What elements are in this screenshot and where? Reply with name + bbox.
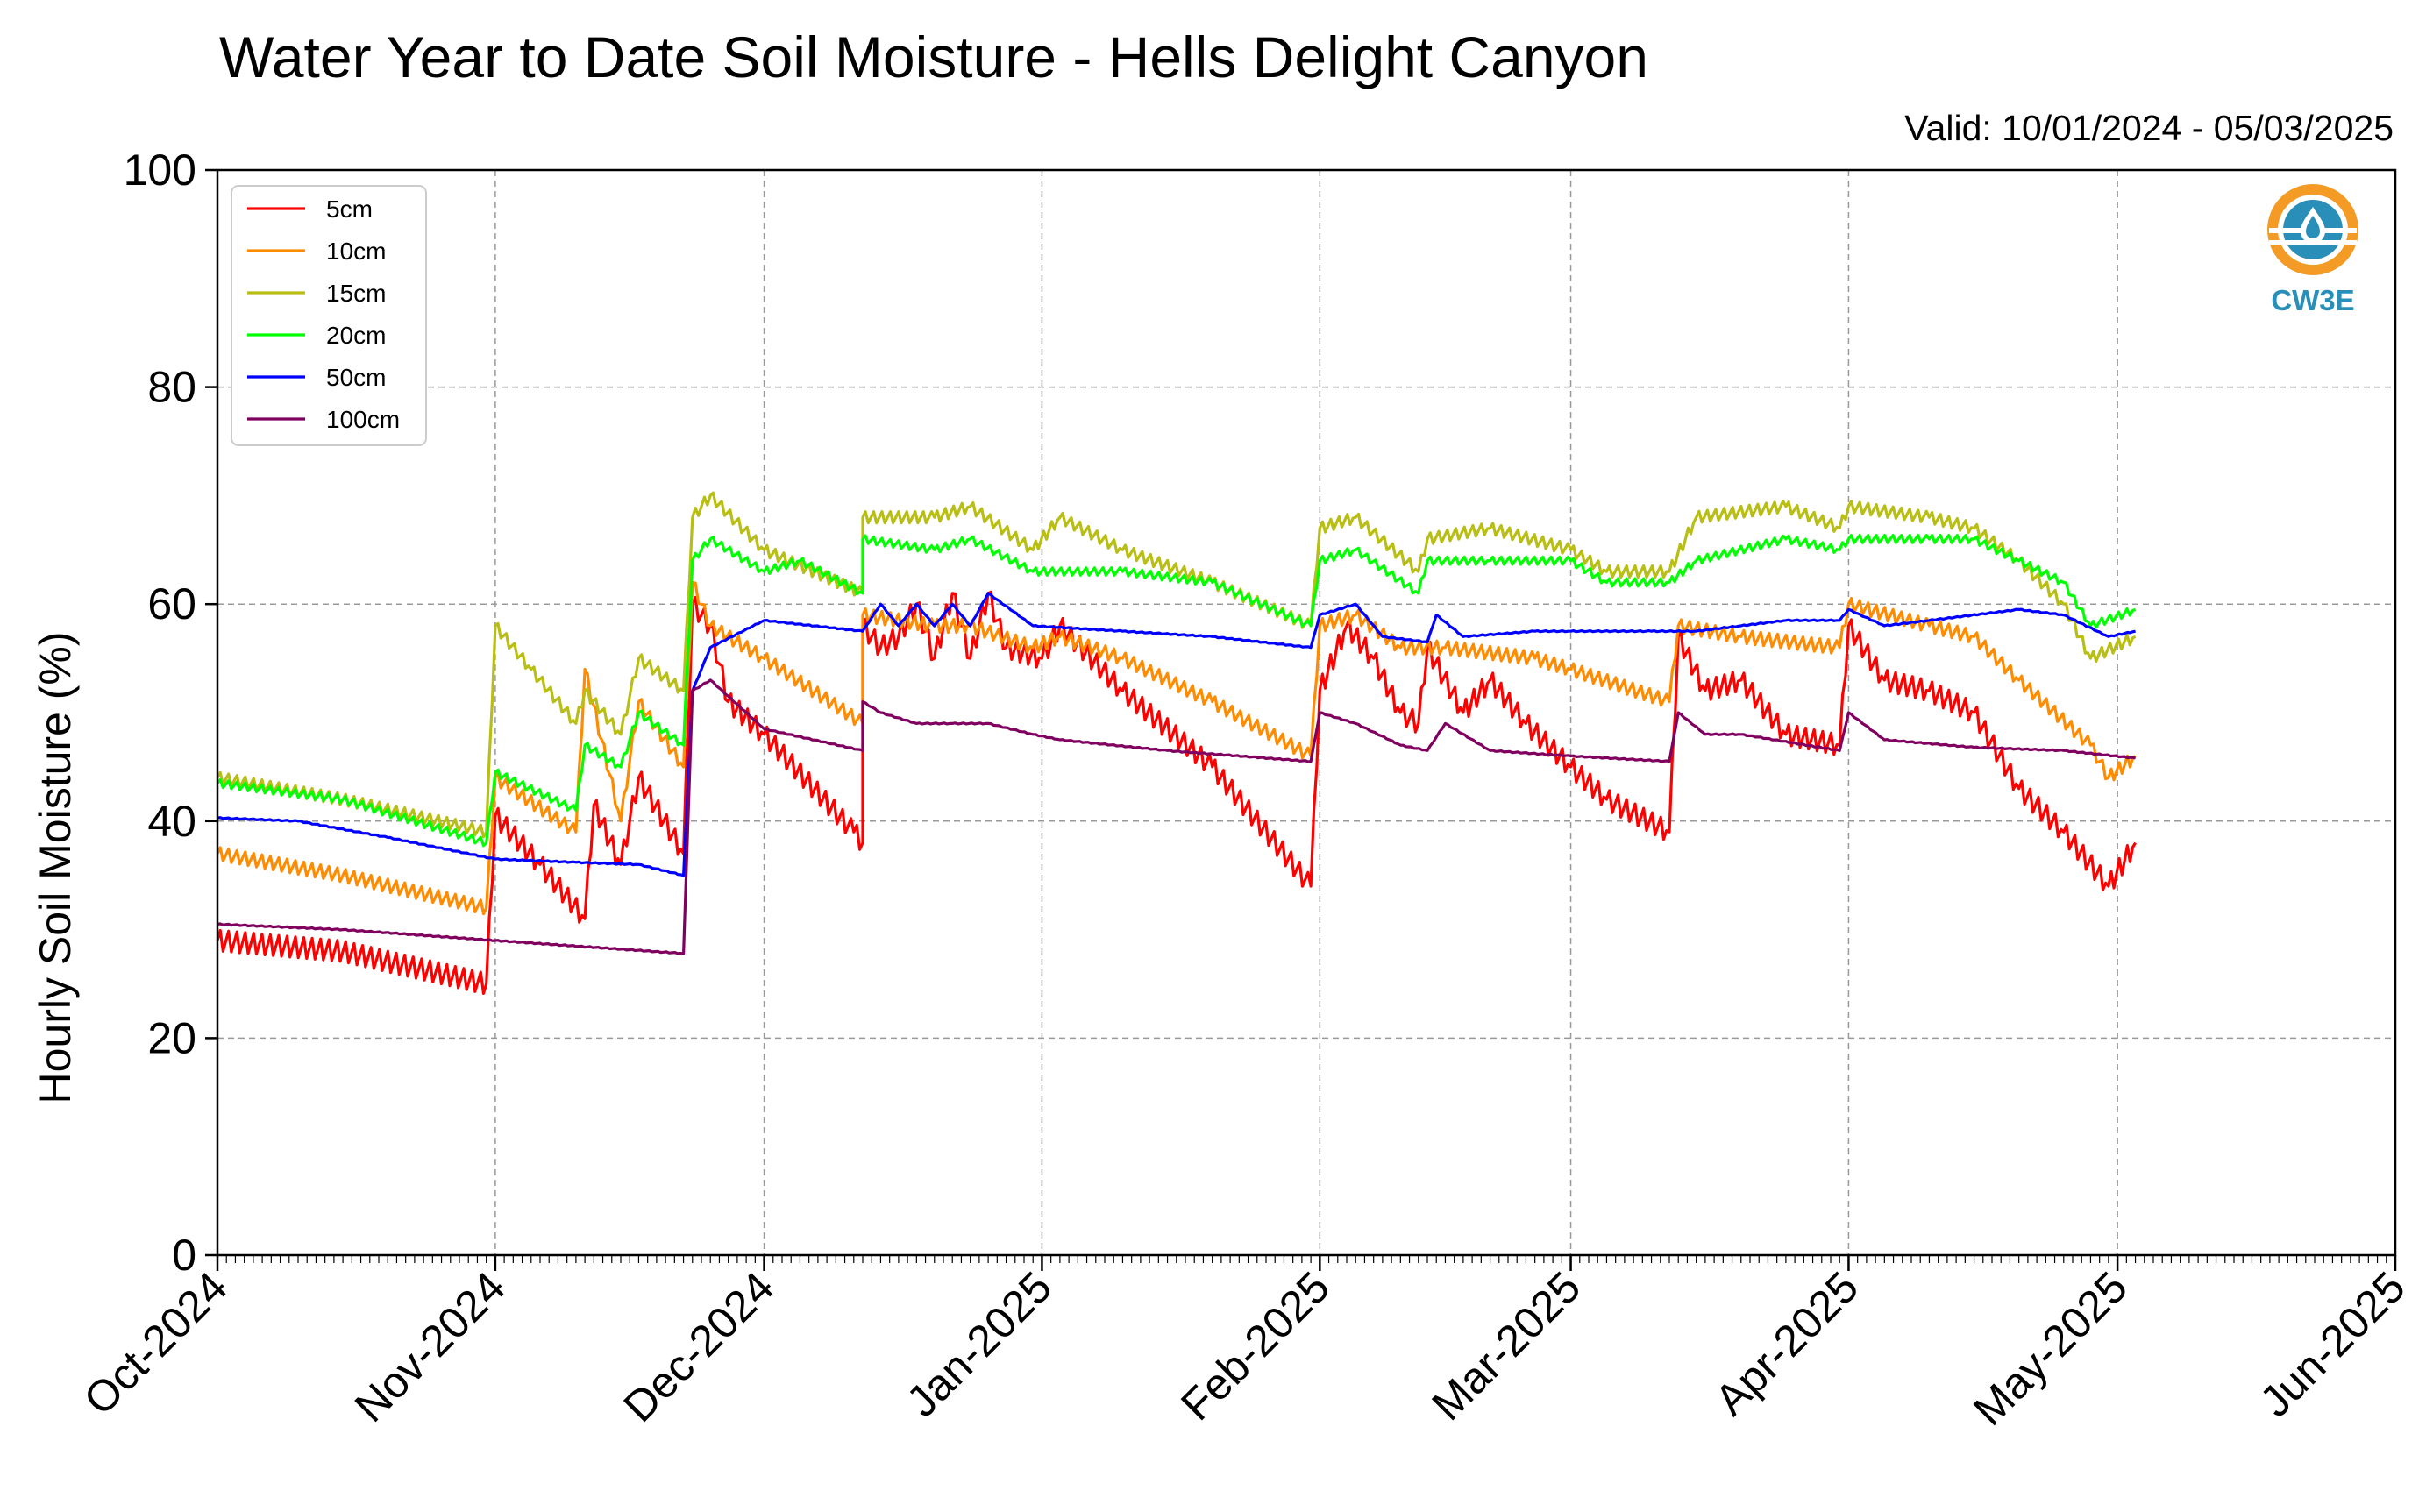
grid-lines xyxy=(217,170,2395,1255)
legend: 5cm 10cm 15cm 20cm 50cm 100cm xyxy=(231,185,427,446)
series-line-5cm xyxy=(216,590,2137,995)
series-line-15cm xyxy=(216,491,2137,839)
y-tick-label: 100 xyxy=(124,146,196,195)
legend-label-15cm: 15cm xyxy=(326,280,386,307)
x-tick-label: Mar-2025 xyxy=(1422,1262,1590,1430)
series-lines xyxy=(216,491,2137,995)
x-axis-minor-ticks xyxy=(217,1255,2396,1263)
legend-label-20cm: 20cm xyxy=(326,322,386,349)
x-tick-label: Oct-2024 xyxy=(75,1262,237,1424)
y-tick-label: 60 xyxy=(147,579,196,628)
x-tick-label: Jun-2025 xyxy=(2251,1262,2415,1426)
y-tick-label: 40 xyxy=(147,797,196,846)
y-axis-label: Hourly Soil Moisture (%) xyxy=(31,631,80,1104)
x-tick-label: Jan-2025 xyxy=(897,1262,1061,1426)
logo-label: CW3E xyxy=(2271,284,2354,316)
x-tick-label: Apr-2025 xyxy=(1705,1262,1868,1424)
y-tick-label: 0 xyxy=(172,1231,196,1280)
valid-date-range: Valid: 10/01/2024 - 05/03/2025 xyxy=(1904,108,2394,148)
chart-title: Water Year to Date Soil Moisture - Hells… xyxy=(219,25,1648,89)
series-line-10cm xyxy=(216,580,2137,916)
legend-label-50cm: 50cm xyxy=(326,364,386,391)
x-tick-label: Nov-2024 xyxy=(345,1262,515,1431)
x-tick-label: Feb-2025 xyxy=(1171,1262,1339,1430)
series-line-20cm xyxy=(216,534,2137,848)
y-axis-ticks: 0 20 40 60 80 100 xyxy=(124,146,217,1280)
legend-label-100cm: 100cm xyxy=(326,406,400,433)
series-line-50cm xyxy=(217,592,2136,877)
y-tick-label: 20 xyxy=(147,1013,196,1062)
plot-frame xyxy=(216,168,2397,1257)
series-line-100cm xyxy=(217,678,2137,955)
legend-label-5cm: 5cm xyxy=(326,195,373,223)
x-axis-ticks: Oct-2024 Nov-2024 Dec-2024 Jan-2025 Feb-2025… xyxy=(75,1255,2415,1435)
x-tick-label: May-2025 xyxy=(1964,1262,2137,1435)
legend-label-10cm: 10cm xyxy=(326,238,386,265)
cw3e-logo: CW3E xyxy=(2267,184,2358,316)
x-tick-label: Dec-2024 xyxy=(614,1262,783,1431)
y-tick-label: 80 xyxy=(147,363,196,412)
